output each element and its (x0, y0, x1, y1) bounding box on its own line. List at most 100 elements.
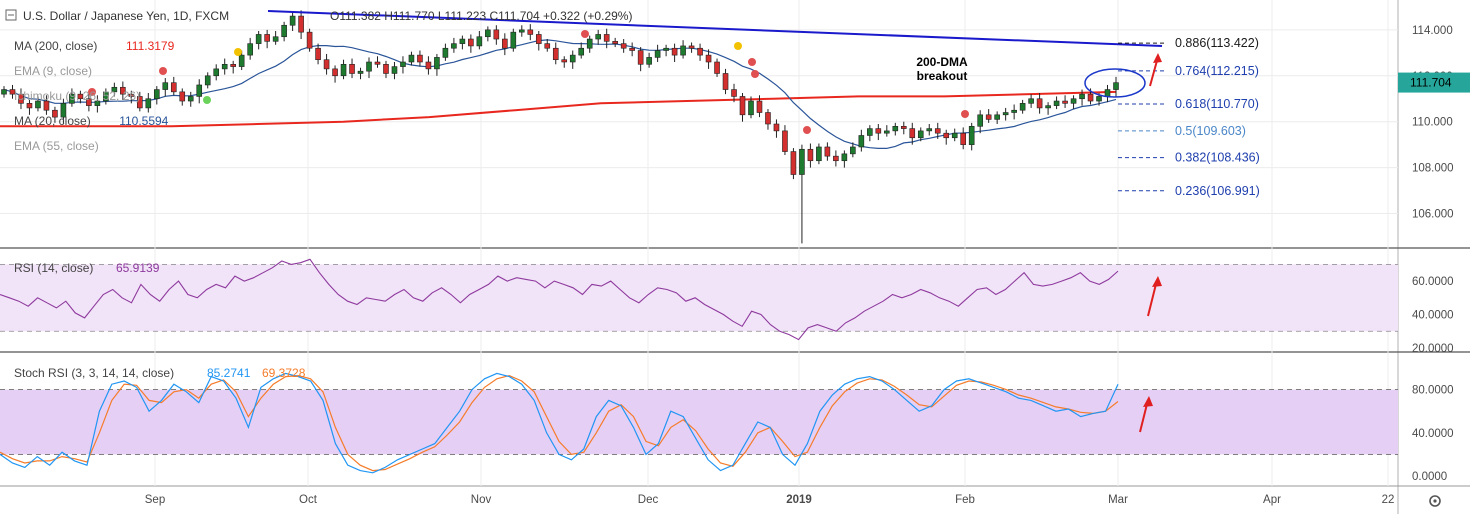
candle-body[interactable] (535, 34, 542, 44)
candle-body[interactable] (153, 89, 160, 100)
candle-body[interactable] (680, 45, 686, 56)
indicator-legend-name[interactable]: EMA (9, close) (14, 64, 92, 78)
candle-body[interactable] (69, 93, 75, 104)
downtrend-line[interactable] (267, 10, 1163, 47)
candle-body[interactable] (552, 47, 559, 61)
candle-body[interactable] (357, 70, 364, 74)
candle-body[interactable] (383, 63, 389, 74)
candle-body[interactable] (943, 132, 950, 139)
candle-body[interactable] (1096, 96, 1102, 102)
candle-body[interactable] (654, 50, 661, 58)
candle-body[interactable] (519, 29, 525, 33)
candle-body[interactable] (561, 59, 568, 63)
candle-body[interactable] (1011, 109, 1017, 113)
price-panel[interactable]: 0.886(113.422) 0.764(112.215) 0.618(110.77… (0, 10, 1260, 244)
candle-body[interactable] (850, 146, 856, 155)
candle-body[interactable] (1113, 82, 1119, 90)
candle-body[interactable] (1079, 93, 1085, 100)
candle-body[interactable] (765, 112, 771, 125)
candle-body[interactable] (137, 96, 143, 109)
candle-body[interactable] (408, 54, 415, 63)
candle-body[interactable] (926, 128, 933, 132)
candle-body[interactable] (527, 29, 534, 35)
candle-body[interactable] (434, 57, 440, 70)
candle-body[interactable] (731, 89, 737, 97)
candle-body[interactable] (272, 36, 279, 42)
candle-body[interactable] (26, 103, 33, 109)
candle-body[interactable] (833, 155, 839, 162)
candle-body[interactable] (332, 68, 338, 77)
indicator-legend-name[interactable]: MA (200, close) (14, 39, 97, 53)
candle-body[interactable] (77, 93, 84, 100)
candle-body[interactable] (502, 38, 508, 49)
candle-body[interactable] (722, 73, 729, 90)
candle-body[interactable] (221, 63, 228, 70)
candle-body[interactable] (1087, 93, 1094, 102)
candle-body[interactable] (586, 38, 593, 49)
candle-body[interactable] (773, 123, 780, 132)
candle-body[interactable] (646, 57, 652, 65)
candle-body[interactable] (697, 47, 703, 56)
candle-body[interactable] (663, 47, 669, 51)
candle-body[interactable] (111, 86, 118, 93)
candle-body[interactable] (858, 135, 865, 148)
candle-body[interactable] (120, 86, 126, 95)
candle-body[interactable] (391, 66, 398, 74)
candle-body[interactable] (230, 63, 236, 67)
candle-body[interactable] (485, 29, 491, 38)
time-axis[interactable]: Sep Oct Nov Dec 2019 Feb Mar Apr 22 (145, 494, 1395, 506)
candle-body[interactable] (900, 125, 907, 129)
candle-body[interactable] (1062, 100, 1068, 104)
candle-body[interactable] (94, 100, 101, 106)
candle-body[interactable] (340, 63, 347, 77)
candle-body[interactable] (476, 36, 483, 47)
candle-body[interactable] (306, 31, 313, 49)
candle-body[interactable] (867, 128, 873, 136)
candle-body[interactable] (9, 89, 16, 95)
candle-body[interactable] (459, 38, 466, 44)
stoch-k-line[interactable] (0, 372, 1119, 474)
candle-body[interactable] (1070, 98, 1077, 104)
settings-gear-icon[interactable] (1429, 495, 1441, 507)
candle-body[interactable] (238, 54, 245, 67)
candle-body[interactable] (1104, 89, 1111, 97)
rsi-panel[interactable]: RSI (14, close) 65.9139 60.0000 40.0000 20.0… (0, 258, 1454, 355)
candle-body[interactable] (875, 128, 882, 134)
candle-body[interactable] (247, 43, 253, 56)
indicator-legend-name[interactable]: MA (20, close) (14, 114, 91, 128)
candle-body[interactable] (612, 41, 618, 44)
candle-body[interactable] (1053, 100, 1060, 106)
candle-body[interactable] (960, 132, 967, 145)
candle-body[interactable] (1, 89, 7, 95)
candle-body[interactable] (595, 34, 601, 40)
candle-body[interactable] (43, 100, 50, 111)
candle-body[interactable] (569, 54, 576, 63)
candle-body[interactable] (493, 29, 500, 40)
candle-body[interactable] (510, 31, 517, 49)
candle-body[interactable] (629, 47, 635, 51)
candle-body[interactable] (255, 34, 262, 44)
candle-body[interactable] (179, 91, 186, 102)
candle-body[interactable] (714, 61, 720, 74)
candle-body[interactable] (400, 61, 406, 67)
candle-body[interactable] (187, 96, 194, 102)
candle-body[interactable] (985, 114, 992, 120)
rsi-line[interactable] (0, 258, 1119, 341)
candle-body[interactable] (756, 100, 763, 113)
candle-body[interactable] (1019, 103, 1026, 111)
candle-body[interactable] (578, 47, 585, 56)
candle-body[interactable] (739, 96, 746, 116)
candle-body[interactable] (705, 54, 712, 63)
candle-body[interactable] (790, 151, 797, 175)
candle-body[interactable] (1045, 105, 1051, 109)
candle-body[interactable] (892, 125, 899, 132)
ma20-line[interactable] (3, 39, 1117, 149)
candle-body[interactable] (603, 34, 610, 42)
candle-body[interactable] (442, 47, 449, 58)
candle-body[interactable] (816, 146, 822, 162)
candle-body[interactable] (1002, 112, 1009, 116)
stoch-d-line[interactable] (0, 374, 1119, 472)
candle-body[interactable] (298, 15, 304, 33)
candle-body[interactable] (35, 100, 41, 109)
collapse-icon[interactable] (5, 9, 17, 21)
